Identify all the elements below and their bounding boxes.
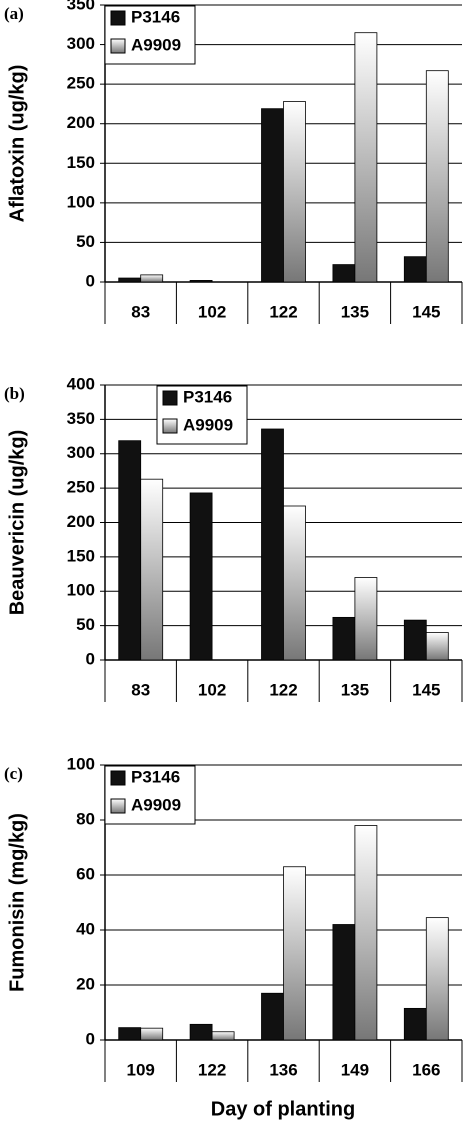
x-tick-label: 83	[131, 680, 150, 699]
bar	[332, 616, 356, 661]
y-tick-label: 0	[86, 271, 95, 290]
x-tick-label: 149	[341, 1060, 369, 1079]
y-tick-label: 200	[67, 512, 95, 531]
y-tick-label: 250	[67, 74, 95, 93]
legend-label: A9909	[131, 35, 181, 54]
panel-label: (a)	[4, 4, 24, 23]
y-tick-label: 100	[67, 581, 95, 600]
legend-swatch	[110, 10, 126, 26]
y-tick-label: 0	[86, 1029, 95, 1048]
x-tick-label: 145	[412, 680, 440, 699]
bar	[425, 632, 449, 661]
bar	[425, 70, 449, 283]
x-tick-label: 102	[198, 680, 226, 699]
y-tick-label: 20	[76, 974, 95, 993]
y-tick-label: 80	[76, 809, 95, 828]
bar	[189, 280, 213, 283]
bar	[140, 478, 164, 661]
y-tick-label: 150	[67, 153, 95, 172]
bar	[403, 256, 427, 283]
bar	[261, 108, 284, 283]
y-tick-label: 100	[67, 192, 95, 211]
bar	[211, 1031, 235, 1041]
x-tick-label: 135	[341, 680, 369, 699]
legend-label: P3146	[131, 767, 180, 786]
bar	[140, 274, 164, 283]
y-tick-label: 0	[86, 649, 95, 668]
x-tick-label: 136	[269, 1060, 297, 1079]
y-tick-label: 300	[67, 34, 95, 53]
y-tick-label: 250	[67, 478, 95, 497]
y-tick-label: 400	[67, 374, 95, 393]
y-tick-label: 40	[76, 919, 95, 938]
panel-label: (c)	[4, 764, 23, 783]
x-tick-label: 166	[412, 1060, 440, 1079]
bar	[332, 264, 356, 283]
bar	[189, 492, 213, 661]
y-tick-label: 350	[67, 409, 95, 428]
x-tick-label: 122	[198, 1060, 226, 1079]
bar	[189, 1023, 213, 1041]
legend-swatch	[110, 770, 126, 786]
y-tick-label: 300	[67, 443, 95, 462]
y-tick-label: 50	[76, 232, 95, 251]
legend-swatch	[162, 418, 178, 434]
y-tick-label: 200	[67, 113, 95, 132]
bar	[354, 577, 378, 661]
legend-swatch	[162, 390, 178, 406]
bar	[118, 277, 142, 283]
bar	[354, 825, 378, 1041]
legend-label: A9909	[131, 795, 181, 814]
y-tick-label: 60	[76, 864, 95, 883]
x-tick-label: 83	[131, 302, 150, 321]
legend-swatch	[110, 38, 126, 54]
bar	[140, 1027, 164, 1041]
bar	[425, 917, 449, 1041]
legend-swatch	[110, 798, 126, 814]
bar	[261, 992, 284, 1041]
bar	[283, 505, 306, 661]
x-tick-label: 135	[341, 302, 369, 321]
x-tick-label: 102	[198, 302, 226, 321]
bar	[118, 1027, 142, 1041]
x-axis-title: Day of planting	[211, 1098, 355, 1120]
y-tick-label: 350	[67, 0, 95, 13]
y-tick-label: 100	[67, 754, 95, 773]
bar	[354, 32, 378, 283]
legend-label: P3146	[183, 387, 232, 406]
x-tick-label: 122	[269, 302, 297, 321]
legend-label: P3146	[131, 7, 180, 26]
bar	[332, 924, 356, 1041]
y-tick-label: 150	[67, 546, 95, 565]
x-tick-label: 145	[412, 302, 440, 321]
bar	[261, 428, 284, 661]
bar	[118, 440, 142, 661]
bar	[403, 1007, 427, 1041]
y-tick-label: 50	[76, 615, 95, 634]
x-tick-label: 109	[127, 1060, 155, 1079]
bar	[283, 101, 306, 283]
panel-label: (b)	[4, 384, 25, 403]
y-axis-title: Beauvericin (ug/kg)	[6, 430, 28, 616]
x-tick-label: 122	[269, 680, 297, 699]
bar	[283, 866, 306, 1041]
y-axis-title: Fumonisin (mg/kg)	[6, 813, 28, 992]
bar	[403, 619, 427, 661]
y-axis-title: Aflatoxin (ug/kg)	[6, 65, 28, 223]
legend-label: A9909	[183, 415, 233, 434]
